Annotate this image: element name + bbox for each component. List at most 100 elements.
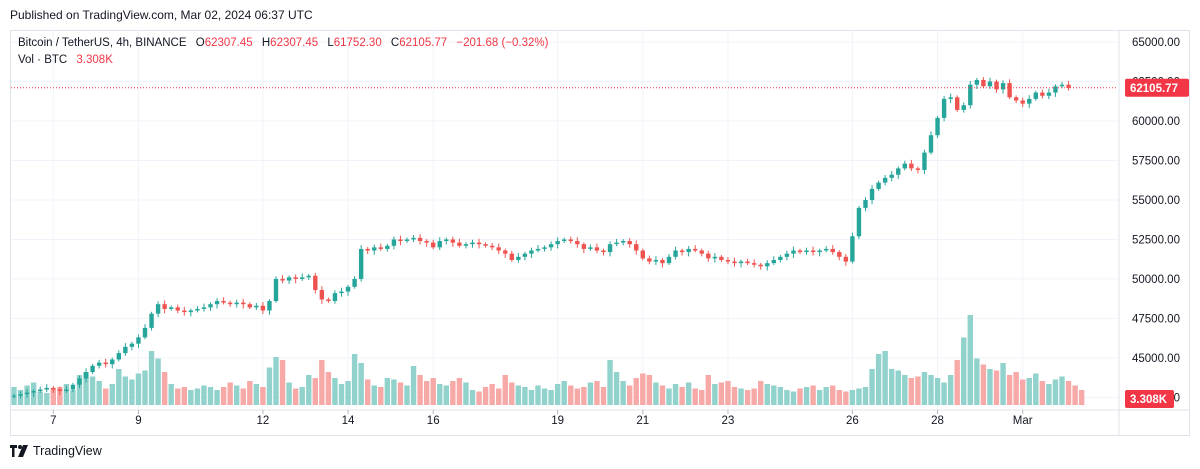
volume-bar	[928, 375, 934, 405]
chart-frame[interactable]	[10, 30, 1190, 436]
candle-body	[725, 259, 731, 262]
candle-body	[594, 247, 600, 251]
volume-bar	[50, 388, 56, 405]
candle-body	[765, 263, 770, 267]
candle-body	[476, 242, 482, 245]
price-tick-label: 57500.00	[1132, 155, 1180, 167]
volume-bar	[875, 354, 882, 405]
volume-bar	[496, 388, 502, 405]
candle-body	[673, 250, 678, 257]
candle-body	[660, 259, 665, 264]
candle-body	[679, 250, 685, 253]
open-label: O	[195, 37, 205, 49]
price-tick-label: 65000.00	[1132, 37, 1180, 49]
volume-bar	[600, 387, 607, 405]
published-caption: Published on TradingView.com, Mar 02, 20…	[10, 8, 313, 22]
time-tick-label: 23	[722, 415, 735, 427]
volume-bar	[253, 384, 260, 405]
candle-body	[738, 261, 744, 264]
candle-body	[1046, 92, 1052, 96]
volume-bar	[194, 388, 201, 405]
candle-body	[588, 247, 593, 249]
candle-body	[909, 163, 914, 169]
candle-body	[627, 241, 632, 245]
volume-bar	[437, 384, 443, 405]
volume-bar	[351, 354, 358, 405]
candle-body	[51, 387, 56, 390]
candle-body	[548, 244, 554, 248]
candle-body	[1040, 92, 1045, 96]
volume-tag	[1125, 390, 1174, 408]
volume-bar	[771, 385, 777, 405]
volume-bar	[712, 384, 718, 405]
volume-bar	[725, 381, 731, 405]
candle-body	[136, 337, 141, 344]
volume-bar	[168, 384, 174, 405]
time-tick-label: 26	[846, 415, 859, 427]
candle-body	[535, 248, 541, 251]
volume-bar	[489, 384, 495, 405]
candle-body	[1027, 98, 1032, 104]
volume-bar	[188, 390, 194, 405]
candle-body	[686, 248, 691, 253]
price-tick-label: 60000.00	[1132, 116, 1180, 128]
volume-bar	[1059, 376, 1065, 405]
volume-bar	[574, 388, 580, 405]
candle-body	[804, 250, 809, 253]
volume-bar	[155, 358, 161, 405]
symbol-label: Bitcoin / TetherUS, 4h, BINANCE	[18, 37, 187, 49]
candle-body	[503, 250, 508, 254]
footer-brand[interactable]: TradingView	[10, 444, 102, 458]
volume-bar	[148, 351, 155, 405]
candle-body	[142, 327, 148, 338]
candle-body	[129, 343, 135, 347]
volume-bar	[987, 369, 993, 405]
volume-bar	[1072, 385, 1078, 405]
volume-bar	[699, 390, 705, 405]
volume-bar	[548, 390, 554, 405]
candle-body	[1000, 83, 1006, 90]
candle-body	[647, 258, 652, 262]
candle-body	[83, 372, 89, 379]
candle-body	[922, 152, 927, 170]
candle-body	[522, 253, 528, 257]
candle-body	[784, 253, 790, 257]
volume-bar	[63, 384, 70, 405]
volume-bar	[502, 375, 508, 405]
volume-bar	[967, 315, 973, 405]
candle-body	[31, 391, 36, 393]
volume-bar	[240, 388, 246, 405]
volume-bar	[279, 360, 286, 405]
volume-bar	[122, 376, 129, 405]
price-tick-label: 50000.00	[1132, 274, 1180, 286]
candle-body	[332, 293, 338, 302]
volume-bar	[777, 387, 784, 405]
candle-body	[201, 307, 207, 309]
volume-bar	[469, 390, 476, 405]
candle-body	[941, 98, 947, 118]
candle-body	[1053, 86, 1058, 93]
volume-bar	[220, 387, 227, 405]
candle-body	[24, 392, 30, 395]
volume-bar	[247, 381, 253, 405]
candle-body	[987, 81, 993, 87]
volume-bar	[476, 391, 482, 405]
candle-body	[195, 308, 200, 311]
volume-bar	[568, 385, 574, 405]
candle-body	[791, 250, 796, 254]
volume-bar	[260, 387, 266, 405]
volume-bar	[633, 378, 639, 405]
volume-bar	[384, 378, 391, 405]
volume-bar	[554, 384, 561, 405]
candle-body	[843, 256, 849, 262]
candle-body	[640, 250, 645, 259]
time-tick-label: 12	[257, 415, 270, 427]
volume-bar	[993, 370, 1000, 405]
candle-body	[18, 394, 23, 396]
volume-bar	[135, 373, 142, 405]
candle-body	[581, 244, 587, 249]
change-value: −201.68 (−0.32%)	[456, 37, 549, 49]
volume-bar	[692, 388, 698, 405]
volume-bar	[365, 379, 371, 405]
